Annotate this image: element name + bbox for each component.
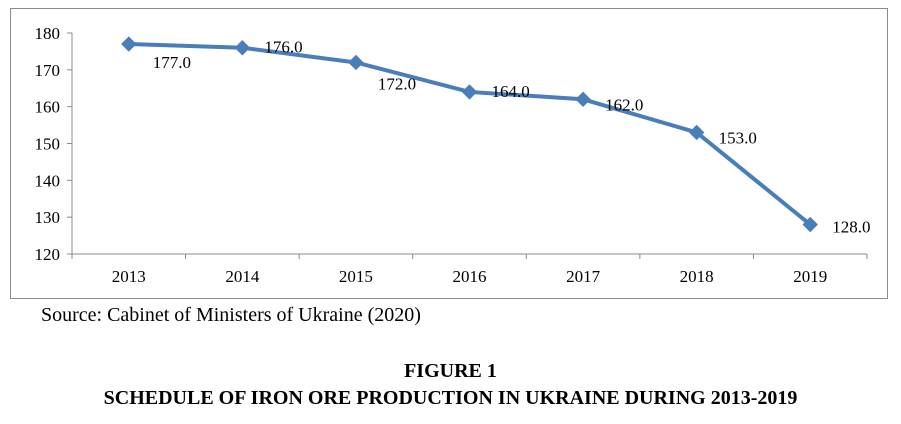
y-tick-label: 180 xyxy=(35,24,61,43)
x-tick-label: 2013 xyxy=(112,267,146,286)
data-label: 128.0 xyxy=(832,218,870,237)
data-point-marker xyxy=(575,91,591,108)
y-tick-label: 150 xyxy=(35,135,61,154)
data-point-marker xyxy=(461,84,478,100)
data-label: 162.0 xyxy=(605,95,643,114)
x-tick-label: 2019 xyxy=(793,267,827,286)
data-point-marker xyxy=(688,124,705,141)
figure-number: FIGURE 1 xyxy=(404,360,497,382)
data-label: 164.0 xyxy=(492,82,530,101)
series-line xyxy=(126,42,813,227)
y-tick-label: 140 xyxy=(35,171,61,190)
x-tick-label: 2016 xyxy=(453,267,487,286)
data-label: 176.0 xyxy=(264,38,302,57)
chart-frame: 120 130 140 150 160 170 180 2013 2014 2015 2016 201… xyxy=(10,8,888,299)
data-point-marker xyxy=(121,36,137,52)
y-tick-label: 120 xyxy=(35,245,61,264)
data-point-marker xyxy=(234,40,251,56)
y-tick-label: 160 xyxy=(35,98,61,117)
data-point-marker xyxy=(802,216,818,233)
data-label: 172.0 xyxy=(378,74,416,93)
x-tick-label: 2018 xyxy=(680,267,714,286)
data-point-marker xyxy=(348,54,364,71)
figure-title: SCHEDULE OF IRON ORE PRODUCTION IN UKRAI… xyxy=(103,387,798,409)
line-chart: 120 130 140 150 160 170 180 2013 2014 2015 2016 201… xyxy=(35,24,871,286)
y-tick-label: 170 xyxy=(35,61,61,80)
data-label: 177.0 xyxy=(153,53,191,72)
source-note: Source: Cabinet of Ministers of Ukraine … xyxy=(41,304,421,326)
y-tick-label: 130 xyxy=(35,208,61,227)
x-tick-label: 2017 xyxy=(566,267,601,286)
x-tick-label: 2015 xyxy=(339,267,373,286)
x-tick-label: 2014 xyxy=(225,267,260,286)
data-label: 153.0 xyxy=(719,128,757,147)
